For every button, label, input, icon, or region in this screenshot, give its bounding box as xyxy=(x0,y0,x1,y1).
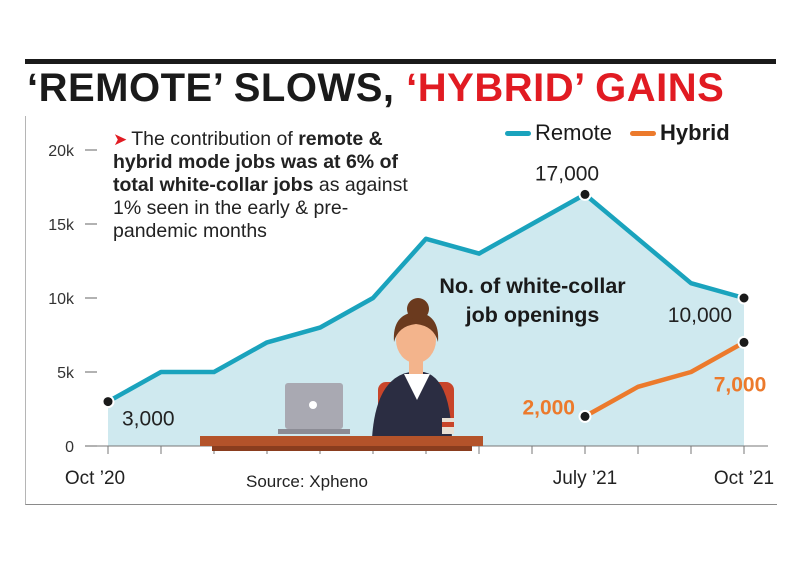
data-label: 7,000 xyxy=(714,373,767,396)
chart-note: ➤ The contribution of remote & hybrid mod… xyxy=(113,128,413,243)
laptop-logo-icon xyxy=(309,401,317,409)
note-text-bold: remote & hybrid mode jobs was at 6% of t… xyxy=(113,128,398,196)
data-label: 2,000 xyxy=(522,396,575,419)
legend: Remote Hybrid xyxy=(505,120,730,146)
y-tick-label: 5k xyxy=(57,365,75,382)
data-point-marker xyxy=(578,409,592,423)
jacket xyxy=(372,372,452,438)
chart-center-label: No. of white-collar job openings xyxy=(425,272,640,330)
legend-label-remote: Remote xyxy=(535,120,613,145)
headline-part-hybrid: ‘HYBRID’ GAINS xyxy=(406,66,725,110)
coffee-cup-band xyxy=(442,422,454,427)
hair xyxy=(393,312,439,342)
person-icon xyxy=(200,298,483,451)
collar xyxy=(404,374,430,400)
hybrid-line xyxy=(582,340,747,419)
legend-item-hybrid: Hybrid xyxy=(630,120,730,146)
data-point-marker xyxy=(737,291,751,305)
data-label: 17,000 xyxy=(535,162,599,185)
legend-swatch-remote xyxy=(505,130,531,136)
note-text-post: as against 1% seen in the early & pre-pa… xyxy=(113,174,408,242)
data-label: 10,000 xyxy=(668,304,732,327)
y-tick-label: 15k xyxy=(48,217,75,234)
x-tick-label: July ’21 xyxy=(553,468,617,489)
face xyxy=(396,317,436,363)
center-label-line1: No. of white-collar xyxy=(439,274,626,298)
legend-swatch-hybrid xyxy=(630,130,657,136)
center-label-line2: job openings xyxy=(465,303,600,327)
data-label: 3,000 xyxy=(122,408,175,431)
headline-part-remote: ‘REMOTE’ SLOWS, xyxy=(27,66,407,110)
desk-top xyxy=(200,436,483,446)
y-tick-label: 20k xyxy=(48,143,75,160)
data-point-marker xyxy=(737,335,751,349)
y-tick-label: 0 xyxy=(65,439,74,456)
y-tick-label: 10k xyxy=(48,291,75,308)
source-note: Source: Xpheno xyxy=(246,472,368,491)
legend-label-hybrid: Hybrid xyxy=(660,120,730,145)
x-tick-label: Oct ’21 xyxy=(714,468,774,489)
laptop-base xyxy=(278,429,350,434)
chart-panel xyxy=(25,116,777,505)
headline: ‘REMOTE’ SLOWS, ‘HYBRID’ GAINS xyxy=(27,62,724,114)
remote-line xyxy=(105,192,747,404)
x-tick-label: Oct ’20 xyxy=(65,468,125,489)
legend-item-remote: Remote xyxy=(505,120,612,146)
data-point-marker xyxy=(578,187,592,201)
headline-rule xyxy=(25,59,776,64)
desk-edge xyxy=(212,446,472,451)
data-point-marker xyxy=(101,395,115,409)
note-text-pre: The contribution of xyxy=(131,128,299,150)
hair-bun xyxy=(407,298,429,320)
note-arrow-icon: ➤ xyxy=(113,130,128,149)
